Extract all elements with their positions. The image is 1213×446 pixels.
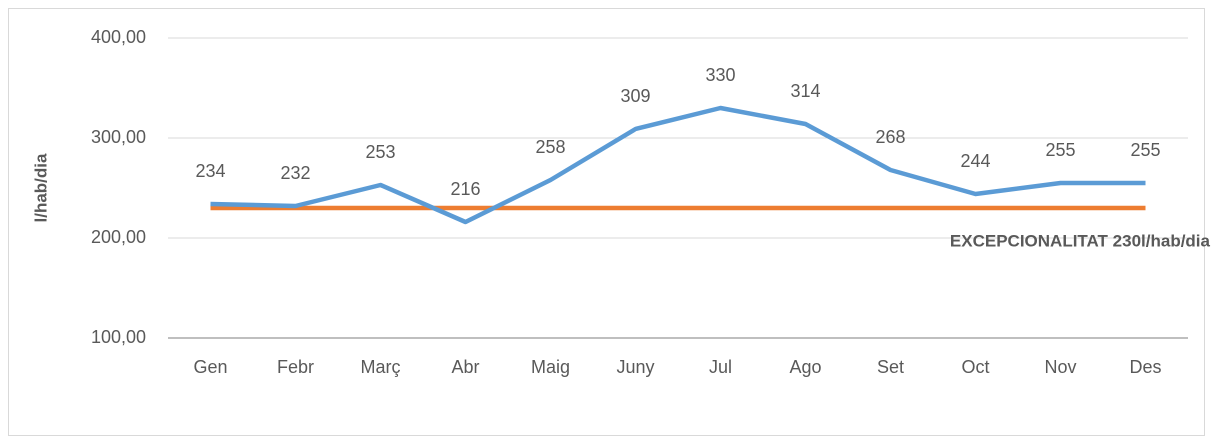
data-label: 234 [195,161,225,181]
y-tick-label: 100,00 [91,327,146,347]
x-tick-label: Set [877,357,904,377]
series-line [210,105,1146,225]
x-tick-label: Oct [961,357,989,377]
data-label: 268 [875,127,905,147]
x-tick-label: Jul [709,357,732,377]
y-axis-label: l/hab/dia [31,153,50,223]
data-label: 232 [280,163,310,183]
data-label: 258 [535,137,565,157]
x-tick-label: Nov [1044,357,1076,377]
data-label: 330 [705,65,735,85]
x-tick-label: Juny [616,357,654,377]
data-label: 216 [450,179,480,199]
y-tick-label: 400,00 [91,27,146,47]
data-label: 309 [620,86,650,106]
y-tick-label: 300,00 [91,127,146,147]
x-tick-label: Maig [531,357,570,377]
data-label: 244 [960,151,990,171]
data-label: 255 [1045,140,1075,160]
y-tick-label: 200,00 [91,227,146,247]
annotation: EXCEPCIONALITAT 230l/hab/dia [950,231,1211,250]
data-label: 314 [790,81,820,101]
x-tick-label: Ago [789,357,821,377]
data-label: 255 [1130,140,1160,160]
x-tick-label: Febr [277,357,314,377]
data-label: 253 [365,142,395,162]
x-tick-label: Març [361,357,401,377]
chart-frame [8,8,1205,436]
x-tick-label: Abr [451,357,479,377]
x-tick-label: Gen [193,357,227,377]
x-tick-label: Des [1129,357,1161,377]
